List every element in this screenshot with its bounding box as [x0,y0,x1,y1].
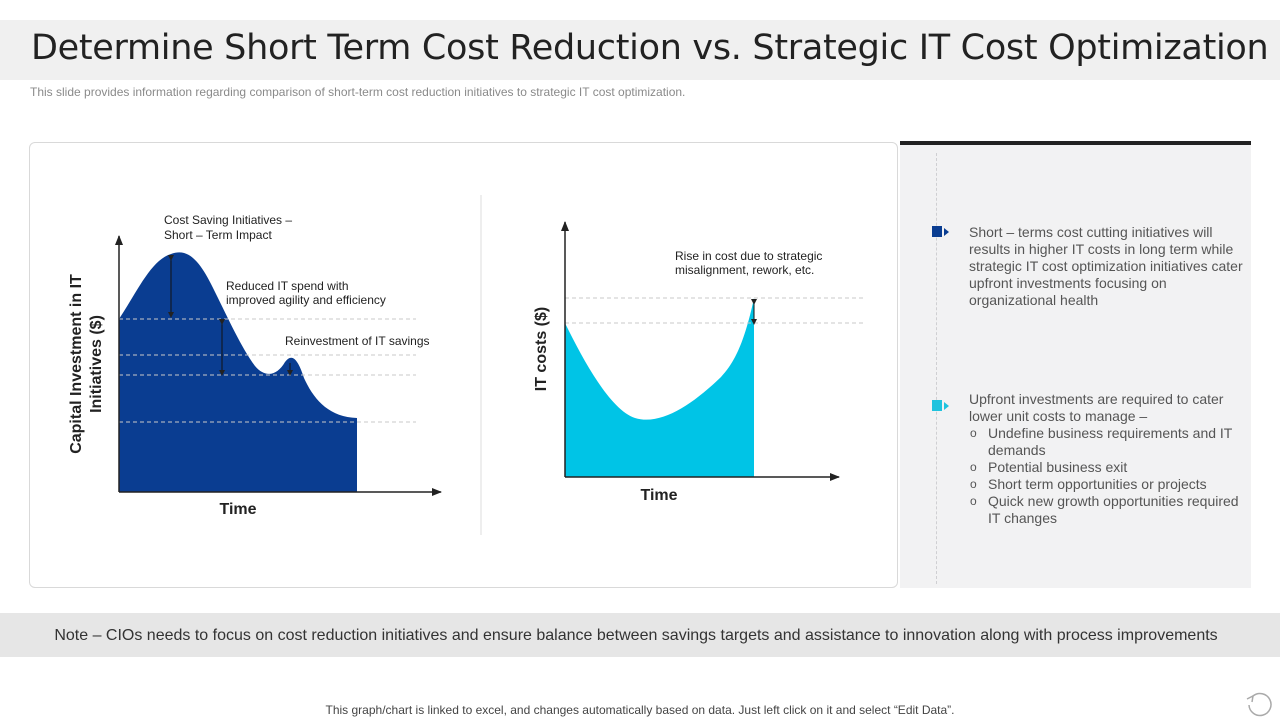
list-item: o Potential business exit [970,459,1128,475]
diagram-panel: Capital Investment in IT Initiatives ($)… [29,142,898,588]
bullet-icon: o [970,426,977,440]
left-chart-drop-arrows [168,255,293,376]
left-chart-ylabel-line2: Initiatives ($) [88,315,105,413]
bullet-icon: o [970,460,977,474]
list-item: o Undefine business requirements and IT d… [970,425,1233,458]
refresh-icon[interactable] [1243,690,1275,720]
right-chart: IT costs ($) Time Rise in cost due to st… [533,221,863,504]
annotation-rise-line1: Rise in cost due to strategic [675,249,822,263]
note-text: Note – CIOs needs to focus on cost reduc… [54,627,1218,644]
annotation-reduced-spend-line2: improved agility and efficiency [226,293,386,307]
note-band [0,613,1280,657]
left-chart-ylabel-line1: Capital Investment in IT [68,274,85,454]
annotation-cost-saving-line2: Short – Term Impact [164,228,272,242]
annotation-reinvestment: Reinvestment of IT savings [285,334,430,348]
insights-panel: Short – terms cost cutting initiatives w… [900,141,1251,588]
insight-point-2-list: o Undefine business requirements and IT d… [969,425,1245,527]
bullet-icon: o [970,477,977,491]
annotation-reduced-spend-line1: Reduced IT spend with [226,279,349,293]
right-chart-ylabel: IT costs ($) [533,307,550,391]
diagram-canvas: Capital Investment in IT Initiatives ($)… [68,195,863,535]
annotation-rise-line2: misalignment, rework, etc. [675,263,814,277]
left-chart-xlabel: Time [219,501,256,518]
page-subtitle: This slide provides information regardin… [30,85,686,99]
annotation-cost-saving-line1: Cost Saving Initiatives – [164,213,292,227]
footer-text: This graph/chart is linked to excel, and… [325,703,955,717]
list-item: o Quick new growth opportunities required… [970,493,1239,526]
left-chart-area [119,252,357,492]
page-title: Determine Short Term Cost Reduction vs. … [31,28,1269,68]
right-chart-reference-lines [565,297,863,324]
right-chart-xlabel: Time [640,487,677,504]
right-chart-area [565,298,754,477]
list-item: o Short term opportunities or projects [970,476,1207,492]
insight-point-1-text: Short – terms cost cutting initiatives w… [969,224,1243,308]
left-chart-reference-lines [119,318,416,423]
bullet-icon: o [970,494,977,508]
marker-icon [932,400,949,411]
title-band [0,20,1280,80]
left-chart: Capital Investment in IT Initiatives ($)… [68,213,442,518]
timeline-line [936,153,937,584]
insight-point-1: Short – terms cost cutting initiatives w… [969,224,1245,309]
insight-point-2: Upfront investments are required to cate… [969,391,1245,527]
marker-icon [932,226,949,237]
insight-point-2-intro: Upfront investments are required to cate… [969,391,1224,424]
